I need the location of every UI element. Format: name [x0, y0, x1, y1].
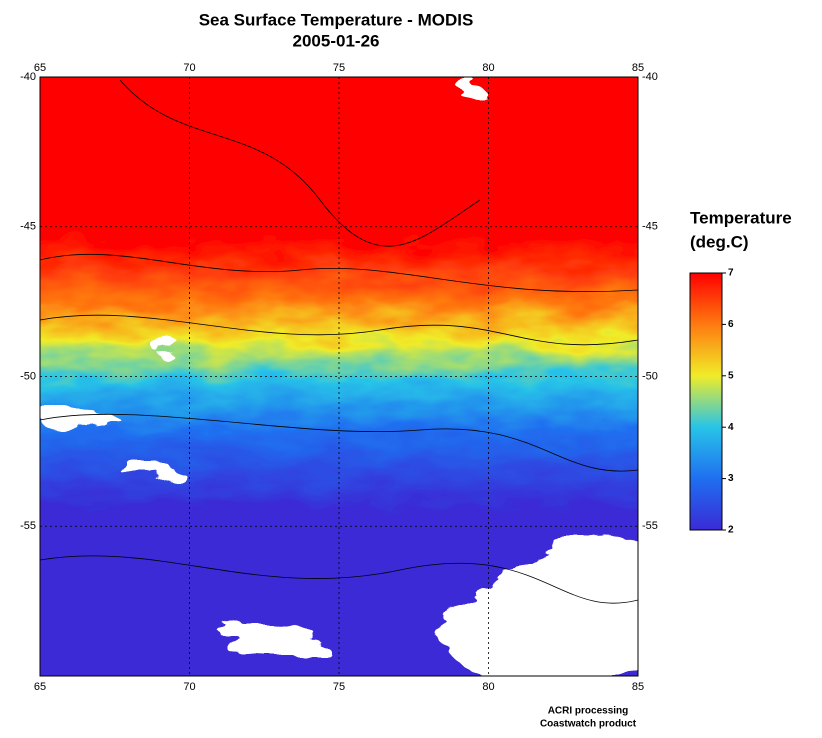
y-tick-label: -55: [20, 520, 36, 532]
x-tick-label: 65: [34, 62, 46, 74]
y-tick-label: -40: [20, 71, 36, 83]
colorbar-tick-label: 2: [728, 525, 734, 536]
colorbar-tick-label: 7: [728, 268, 734, 279]
sst-image: [40, 77, 638, 676]
y-tick-label: -45: [20, 221, 36, 233]
x-tick-label: 80: [482, 681, 494, 693]
y-tick-label: -40: [642, 71, 658, 83]
footer: ACRI processing: [548, 706, 629, 717]
colorbar: [689, 272, 723, 531]
x-tick-label: 70: [183, 62, 195, 74]
colorbar-tick-label: 6: [728, 319, 734, 330]
colorbar-tick-label: 4: [728, 422, 734, 433]
colorbar-units: (deg.C): [690, 232, 749, 251]
x-tick-label: 85: [632, 62, 644, 74]
x-tick-label: 75: [333, 681, 345, 693]
y-tick-label: -45: [642, 221, 658, 233]
x-tick-label: 85: [632, 681, 644, 693]
colorbar-title: Temperature: [690, 208, 792, 227]
x-tick-label: 80: [482, 62, 494, 74]
colorbar-tick-label: 3: [728, 473, 734, 484]
x-tick-label: 75: [333, 62, 345, 74]
x-tick-label: 70: [183, 681, 195, 693]
subtitle: 2005-01-26: [293, 31, 380, 50]
y-tick-label: -50: [642, 370, 658, 382]
y-tick-label: -55: [642, 520, 658, 532]
footer: Coastwatch product: [540, 719, 637, 730]
colorbar-tick-label: 5: [728, 370, 734, 381]
title: Sea Surface Temperature - MODIS: [199, 10, 474, 29]
x-tick-label: 65: [34, 681, 46, 693]
y-tick-label: -50: [20, 370, 36, 382]
